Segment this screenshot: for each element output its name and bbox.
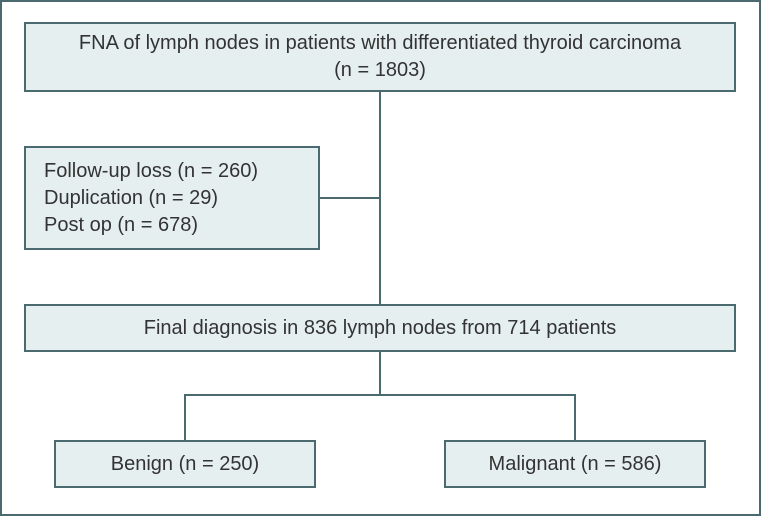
node-malignant-line1: Malignant (n = 586) xyxy=(489,451,662,478)
edge-to-malignant xyxy=(574,394,576,440)
node-middle-line1: Final diagnosis in 836 lymph nodes from … xyxy=(144,315,617,342)
exclusion-line2: Duplication (n = 29) xyxy=(44,185,218,212)
flowchart-frame: FNA of lymph nodes in patients with diff… xyxy=(0,0,761,516)
node-exclusion: Follow-up loss (n = 260) Duplication (n … xyxy=(24,146,320,250)
node-middle: Final diagnosis in 836 lymph nodes from … xyxy=(24,304,736,352)
node-top: FNA of lymph nodes in patients with diff… xyxy=(24,22,736,92)
edge-tbar xyxy=(184,394,576,396)
edge-middle-down xyxy=(379,352,381,394)
node-benign-line1: Benign (n = 250) xyxy=(111,451,259,478)
node-benign: Benign (n = 250) xyxy=(54,440,316,488)
exclusion-line3: Post op (n = 678) xyxy=(44,212,198,239)
node-top-line1: FNA of lymph nodes in patients with diff… xyxy=(79,30,681,57)
node-top-line2: (n = 1803) xyxy=(334,57,426,84)
node-malignant: Malignant (n = 586) xyxy=(444,440,706,488)
edge-to-benign xyxy=(184,394,186,440)
exclusion-line1: Follow-up loss (n = 260) xyxy=(44,158,258,185)
edge-to-exclusion xyxy=(320,197,380,199)
